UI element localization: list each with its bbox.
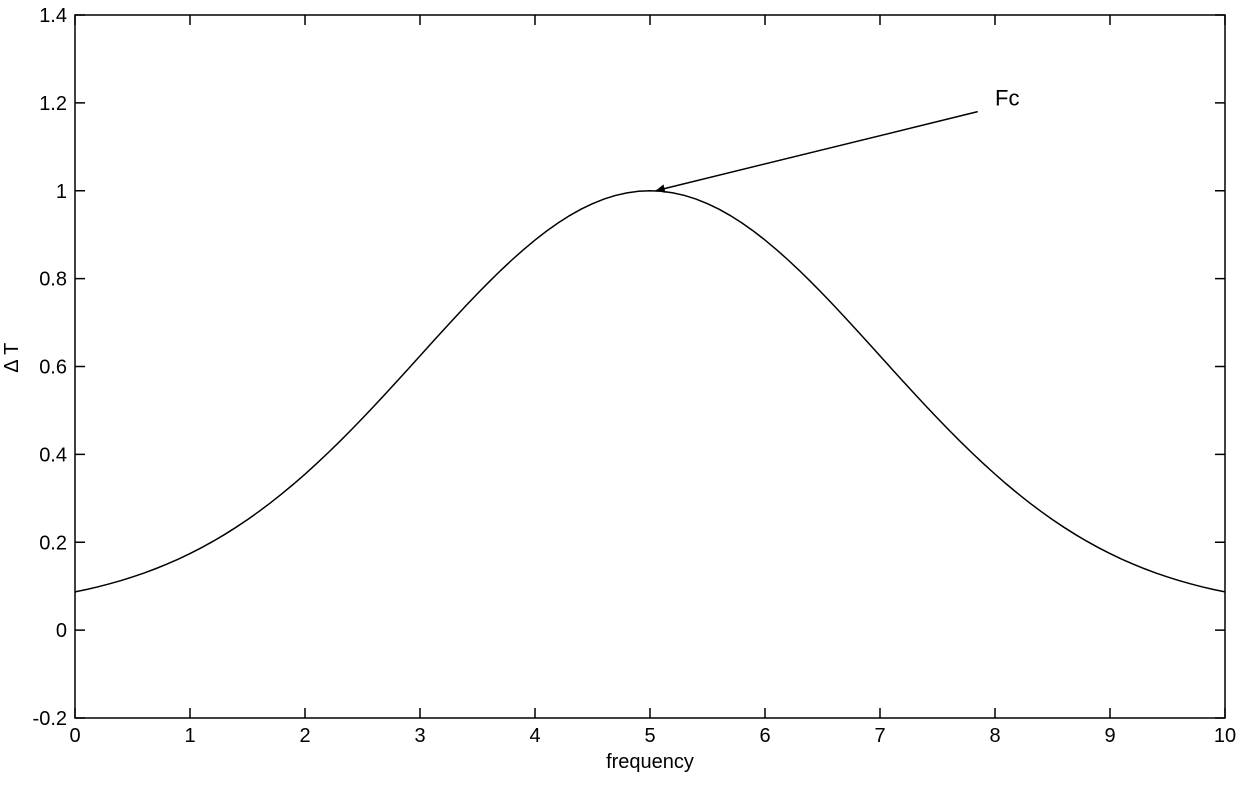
- data-curve: [75, 191, 1225, 592]
- y-axis-label: Δ T: [1, 343, 23, 373]
- y-tick-label: 1.4: [39, 5, 67, 27]
- x-axis-label: frequency: [606, 751, 694, 773]
- chart-svg: 012345678910-0.200.20.40.60.811.21.4freq…: [0, 0, 1240, 786]
- x-tick-label: 3: [414, 725, 425, 747]
- y-tick-label: 0: [56, 620, 67, 642]
- x-tick-label: 9: [1104, 725, 1115, 747]
- chart-container: 012345678910-0.200.20.40.60.811.21.4freq…: [0, 0, 1240, 786]
- plot-box: [75, 15, 1225, 718]
- annotation-label: Fc: [995, 85, 1019, 110]
- annotation-arrow-line: [656, 112, 978, 191]
- x-tick-label: 10: [1214, 725, 1236, 747]
- y-tick-label: 0.6: [39, 357, 67, 379]
- y-tick-label: 1.2: [39, 93, 67, 115]
- y-tick-label: -0.2: [33, 708, 67, 730]
- x-tick-label: 8: [989, 725, 1000, 747]
- x-tick-label: 6: [759, 725, 770, 747]
- x-tick-label: 7: [874, 725, 885, 747]
- x-tick-label: 0: [69, 725, 80, 747]
- y-tick-label: 1: [56, 181, 67, 203]
- x-tick-label: 2: [299, 725, 310, 747]
- x-tick-label: 1: [184, 725, 195, 747]
- y-tick-label: 0.4: [39, 444, 67, 466]
- y-tick-label: 0.8: [39, 269, 67, 291]
- x-tick-label: 4: [529, 725, 540, 747]
- y-tick-label: 0.2: [39, 532, 67, 554]
- x-tick-label: 5: [644, 725, 655, 747]
